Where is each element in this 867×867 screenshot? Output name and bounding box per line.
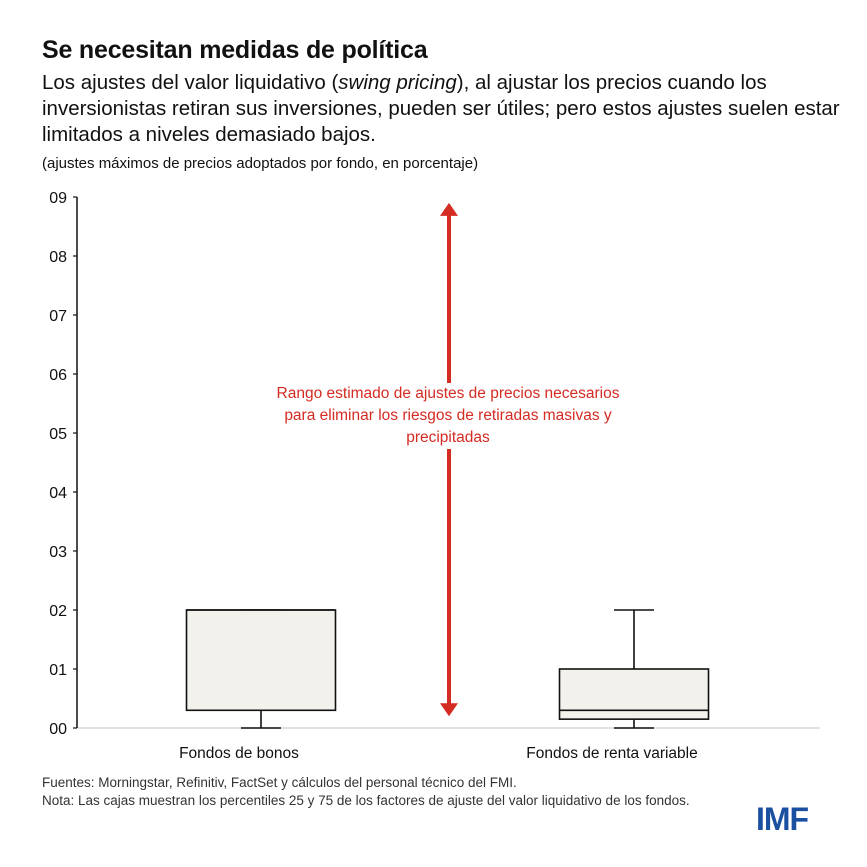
y-tick-label: 04 [49,485,67,502]
arrow-down-icon [440,703,458,717]
box [558,668,710,720]
box [185,609,337,712]
y-tick-label: 07 [49,308,67,325]
sources-note: Fuentes: Morningstar, Refinitiv, FactSet… [42,775,517,790]
y-tick-label: 05 [49,426,67,443]
y-tick-label: 00 [49,721,67,738]
y-tick-label: 02 [49,603,67,620]
footnotes: Fuentes: Morningstar, Refinitiv, FactSet… [42,774,762,810]
chart-title: Se necesitan medidas de política [42,36,428,64]
range-annotation: Rango estimado de ajustes de precios nec… [270,383,626,449]
subtitle-text: Los ajustes del valor liquidativo ( [42,71,339,94]
chart-subtitle: Los ajustes del valor liquidativo (swing… [42,70,842,148]
y-tick-label: 08 [49,249,67,266]
x-category-label: Fondos de renta variable [526,745,697,762]
x-category-label: Fondos de bonos [179,745,299,762]
y-tick-label: 09 [49,190,67,207]
y-tick-label: 03 [49,544,67,561]
arrow-up-icon [440,202,458,216]
explanatory-note: Nota: Las cajas muestran los percentiles… [42,793,690,808]
imf-logo: IMF [756,801,809,837]
y-tick-label: 06 [49,367,67,384]
subtitle-italic: swing pricing [338,71,457,94]
y-tick-label: 01 [49,662,67,679]
units-label: (ajustes máximos de precios adoptados po… [42,155,479,172]
subtitle-text-end: ), al ajustar los precios cuando los inv… [42,71,840,146]
